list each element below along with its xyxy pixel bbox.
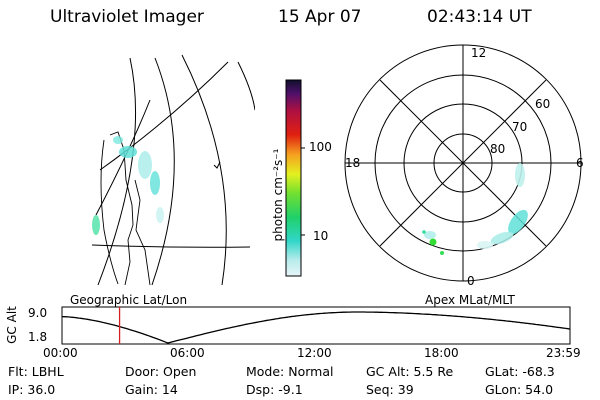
coastline xyxy=(134,179,151,285)
date-label: 15 Apr 07 xyxy=(278,7,362,27)
mlt-label-12: 12 xyxy=(471,46,487,60)
colorbar-tick-100: 100 xyxy=(309,140,332,154)
xtick-0000: 00:00 xyxy=(43,346,78,360)
parallel-line xyxy=(91,244,251,248)
diagonal-line xyxy=(379,79,547,247)
mlt-label-0: 0 xyxy=(467,274,475,288)
ytick-9: 9.0 xyxy=(28,306,48,320)
parallel-line xyxy=(99,61,229,171)
meridian-line xyxy=(151,57,175,285)
meridian-line xyxy=(237,61,255,111)
info-ip: IP: 36.0 xyxy=(8,382,56,397)
info-seq: Seq: 39 xyxy=(366,382,414,397)
info-gc-alt: GC Alt: 5.5 Re xyxy=(366,364,454,379)
info-gain: Gain: 14 xyxy=(125,382,178,397)
info-door: Door: Open xyxy=(125,364,197,379)
info-mode: Mode: Normal xyxy=(246,364,334,379)
xtick-2359: 23:59 xyxy=(546,346,581,360)
info-glon: GLon: 54.0 xyxy=(485,382,554,397)
xtick-1800: 18:00 xyxy=(424,346,459,360)
coastline xyxy=(100,139,119,285)
xtick-0600: 06:00 xyxy=(170,346,205,360)
mlt-label-18: 18 xyxy=(345,156,361,170)
meridian-line xyxy=(181,54,227,285)
geo-plot-title: Geographic Lat/Lon xyxy=(70,293,188,307)
colorbar xyxy=(285,79,305,277)
mlt-label-6: 6 xyxy=(576,156,584,170)
lat-label-80: 80 xyxy=(490,142,506,156)
ytick-1-8: 1.8 xyxy=(28,330,48,344)
colorbar-tick-10: 10 xyxy=(313,229,329,243)
info-filter: Flt: LBHL xyxy=(8,364,64,379)
time-label: 02:43:14 UT xyxy=(427,7,532,27)
polar-plot-title: Apex MLat/MLT xyxy=(425,293,515,307)
lat-label-60: 60 xyxy=(535,97,551,111)
xtick-1200: 12:00 xyxy=(297,346,332,360)
timeline-frame xyxy=(61,306,571,345)
meridian-line xyxy=(97,57,136,285)
info-dsp: Dsp: -9.1 xyxy=(246,382,303,397)
info-glat: GLat: -68.3 xyxy=(485,364,555,379)
app-title: Ultraviolet Imager xyxy=(50,7,204,27)
altitude-curve xyxy=(61,311,571,344)
lat-label-70: 70 xyxy=(512,120,528,134)
timeline-axis-label: GC Alt xyxy=(5,306,19,344)
